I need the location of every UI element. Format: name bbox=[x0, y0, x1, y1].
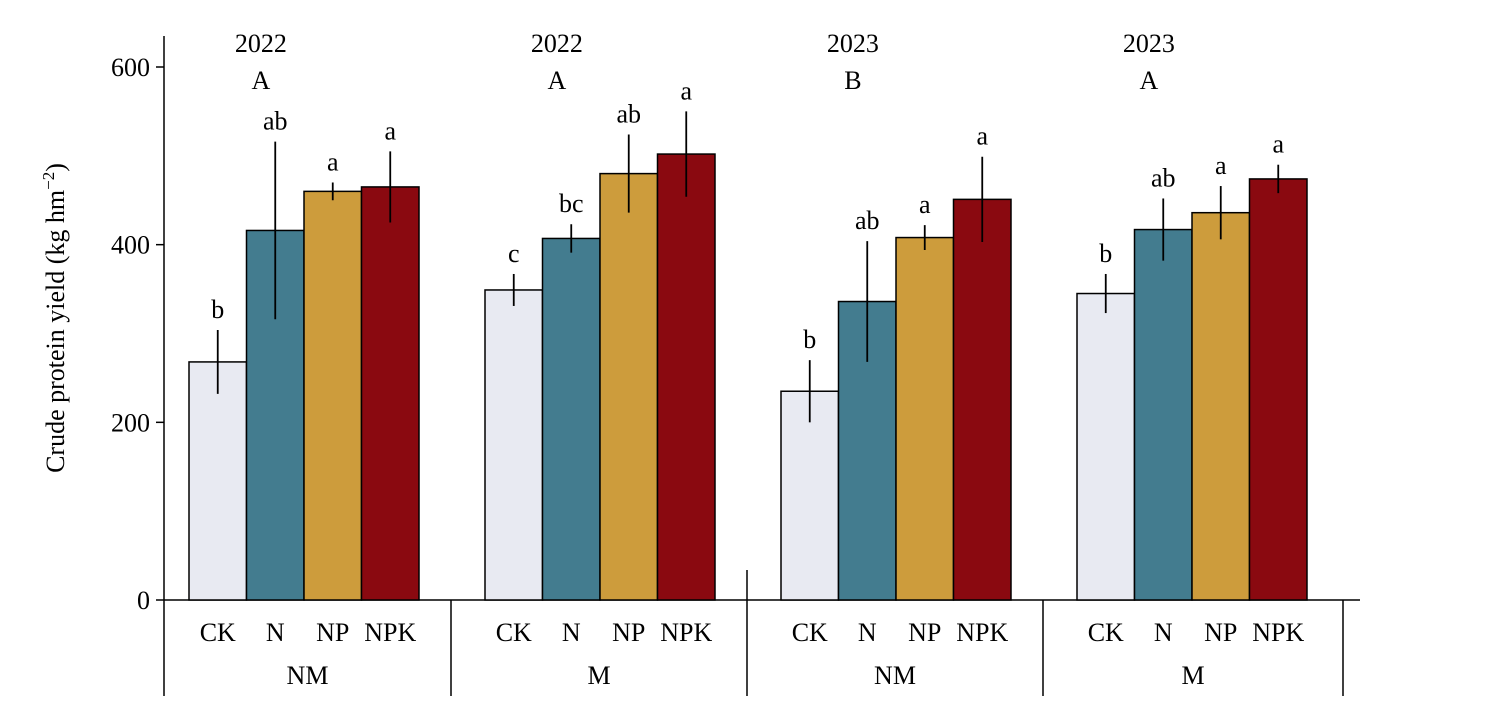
significance-letter: c bbox=[508, 239, 520, 268]
category-label: N bbox=[858, 618, 877, 647]
bar-ck bbox=[484, 289, 544, 601]
significance-letter: a bbox=[1215, 151, 1227, 180]
bars bbox=[188, 111, 1308, 601]
category-label: CK bbox=[1088, 618, 1124, 647]
category-label: NP bbox=[316, 618, 349, 647]
y-tick-label: 0 bbox=[137, 586, 150, 615]
category-label: NPK bbox=[1252, 618, 1304, 647]
group-significance-letter: A bbox=[251, 66, 270, 95]
bar-ck bbox=[1076, 292, 1136, 601]
bar-np bbox=[599, 172, 659, 601]
significance-letter: a bbox=[976, 122, 988, 151]
bar-npk bbox=[360, 186, 420, 601]
bar-npk bbox=[656, 153, 716, 601]
significance-letter: ab bbox=[263, 107, 288, 136]
y-tick-label: 400 bbox=[111, 231, 150, 260]
group-significance-letter: B bbox=[844, 66, 861, 95]
group-significance-letter: A bbox=[1139, 66, 1158, 95]
significance-letter: a bbox=[1272, 130, 1284, 159]
year-label: 2023 bbox=[1123, 29, 1175, 58]
category-label: CK bbox=[200, 618, 236, 647]
bar-npk bbox=[952, 198, 1012, 601]
category-label: NPK bbox=[364, 618, 416, 647]
group-label: M bbox=[1181, 661, 1204, 690]
y-axis-label-close: ) bbox=[41, 163, 70, 172]
significance-letter: a bbox=[327, 147, 339, 176]
bar-npk bbox=[1248, 178, 1308, 601]
group-label: NM bbox=[874, 661, 916, 690]
significance-letter: ab bbox=[616, 100, 641, 129]
category-label: N bbox=[266, 618, 285, 647]
bar-np bbox=[1191, 211, 1251, 601]
significance-letter: a bbox=[919, 190, 931, 219]
significance-letter: b bbox=[211, 295, 224, 324]
bar-np bbox=[895, 236, 955, 601]
y-axis-label-superscript: −2 bbox=[39, 172, 58, 190]
category-label: N bbox=[1154, 618, 1173, 647]
category-label: NPK bbox=[956, 618, 1008, 647]
significance-letter: a bbox=[384, 116, 396, 145]
category-label: CK bbox=[496, 618, 532, 647]
group-label: NM bbox=[287, 661, 329, 690]
category-label: N bbox=[562, 618, 581, 647]
bar-n bbox=[1133, 228, 1193, 601]
category-label: CK bbox=[792, 618, 828, 647]
significance-letter: b bbox=[1099, 239, 1112, 268]
year-label: 2022 bbox=[531, 29, 583, 58]
bar-np bbox=[303, 190, 363, 601]
year-label: 2023 bbox=[827, 29, 879, 58]
y-axis-label: Crude protein yield (kg hm−2) bbox=[39, 163, 70, 473]
category-label: NP bbox=[908, 618, 941, 647]
bar-n bbox=[541, 237, 601, 601]
labels: bCKabNaNPaNPKNM2022AcCKbcNabNPaNPKM2022A… bbox=[200, 29, 1305, 690]
category-label: NP bbox=[612, 618, 645, 647]
significance-letter: ab bbox=[1151, 163, 1176, 192]
year-label: 2022 bbox=[235, 29, 287, 58]
bar-ck bbox=[188, 361, 248, 601]
category-label: NP bbox=[1204, 618, 1237, 647]
significance-letter: a bbox=[680, 76, 692, 105]
category-label: NPK bbox=[660, 618, 712, 647]
group-label: M bbox=[587, 661, 610, 690]
bar-ck bbox=[780, 390, 840, 601]
y-tick-label: 600 bbox=[111, 53, 150, 82]
significance-letter: ab bbox=[855, 206, 880, 235]
significance-letter: bc bbox=[559, 189, 584, 218]
significance-letter: b bbox=[803, 325, 816, 354]
y-tick-label: 200 bbox=[111, 408, 150, 437]
group-significance-letter: A bbox=[547, 66, 566, 95]
